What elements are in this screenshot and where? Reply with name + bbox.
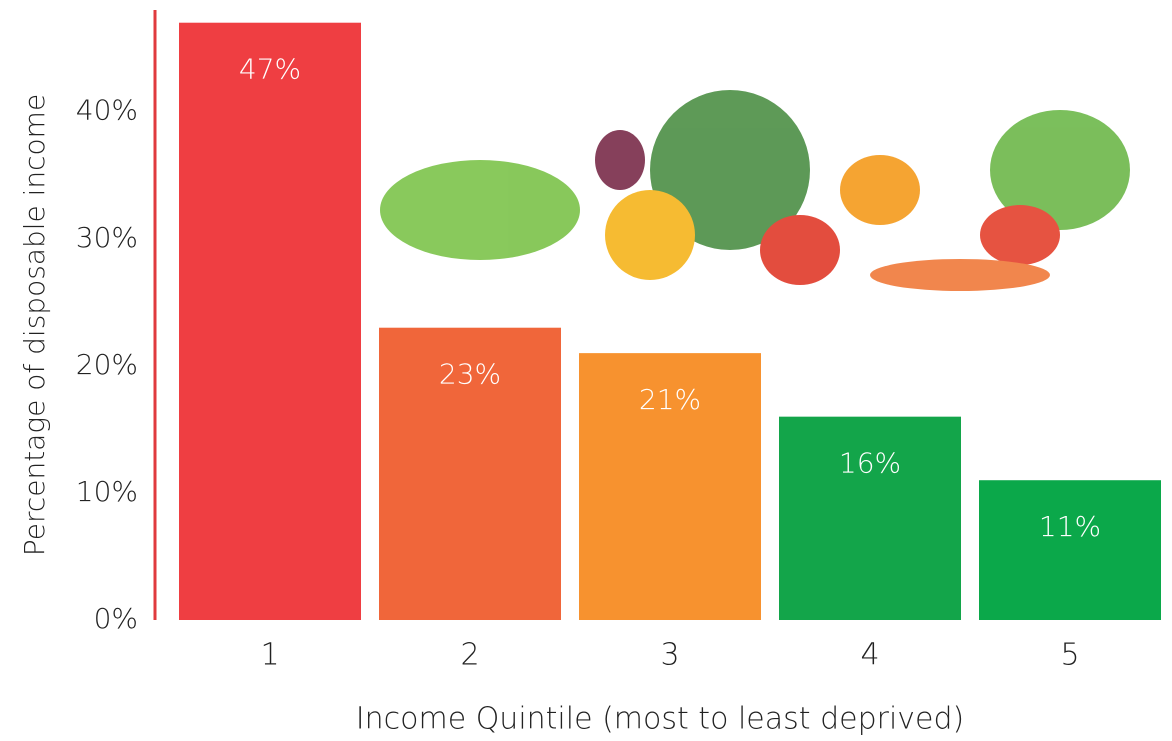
y-axis-title: Percentage of disposable income [18,94,51,556]
y-tick-label: 10% [76,475,138,508]
vegetables-decoration [380,90,1130,291]
value-label: 47% [239,53,301,86]
x-tick-label: 1 [260,638,279,673]
y-tick-label: 30% [76,221,138,254]
x-axis-title: Income Quintile (most to least deprived) [356,702,964,737]
bar [179,22,361,621]
x-tick-label: 2 [460,638,479,673]
y-tick-label: 0% [94,602,138,635]
x-tick-label: 4 [860,638,879,673]
bar [379,327,561,620]
y-tick-label: 40% [76,94,138,127]
x-tick-label: 3 [660,638,679,673]
bar [979,480,1161,620]
x-tick-label: 5 [1060,638,1079,673]
value-label: 21% [639,383,701,416]
value-label: 11% [1039,510,1101,543]
bar [779,416,961,620]
bar [579,353,761,620]
y-tick-label: 20% [76,348,138,381]
value-label: 23% [439,358,501,391]
value-label: 16% [839,447,901,480]
